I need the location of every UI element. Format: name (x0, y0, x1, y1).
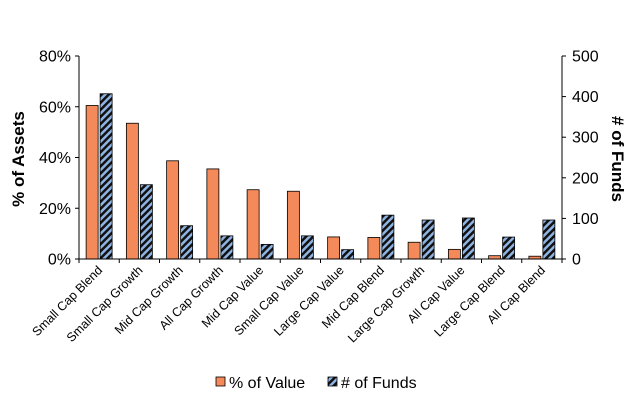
plot-area (85, 93, 556, 260)
bar-value (206, 168, 220, 260)
category-label: Small Cap Value (231, 263, 306, 338)
y2-tick-label: 300 (572, 130, 599, 147)
bar-value (246, 189, 260, 260)
category-label: Small Cap Blend (30, 263, 106, 339)
y2-tick-label: 400 (572, 89, 599, 106)
legend-label-funds: # of Funds (341, 375, 417, 392)
bar-funds (300, 235, 314, 260)
y2-tick-label: 100 (572, 211, 599, 228)
bar-value (85, 105, 99, 260)
category-label: Large Cap Value (271, 263, 347, 339)
y2-axis-title: # of Funds (608, 116, 627, 202)
bar-value (327, 236, 341, 260)
y-tick-label: 40% (39, 150, 71, 167)
bar-value (125, 122, 139, 260)
legend-swatch-value (215, 376, 226, 387)
bar-funds (220, 235, 234, 260)
bar-value (407, 241, 421, 260)
category-label: Small Cap Growth (64, 263, 146, 345)
y-tick-label: 60% (39, 99, 71, 116)
bar-funds (341, 249, 355, 260)
y2-tick-label: 0 (572, 252, 581, 269)
category-label: Mid Cap Growth (112, 263, 186, 337)
category-label: Large Cap Blend (432, 263, 508, 339)
bar-funds (99, 93, 113, 260)
bar-funds (381, 214, 395, 260)
legend-swatch-funds (327, 376, 338, 387)
bar-funds (180, 225, 194, 260)
y2-tick-label: 500 (572, 49, 599, 66)
bar-funds (139, 184, 153, 260)
y-axis-title: % of Assets (9, 111, 28, 207)
bar-value (447, 248, 461, 260)
bar-funds (502, 236, 516, 260)
legend-label-value: % of Value (229, 375, 305, 392)
y-tick-label: 80% (39, 49, 71, 66)
bar-funds (421, 219, 435, 260)
bar-value (286, 190, 300, 260)
bar-value (367, 237, 381, 260)
y2-tick-label: 200 (572, 170, 599, 187)
bar-value (166, 160, 180, 260)
category-label: Large Cap Growth (345, 263, 427, 345)
bar-funds (461, 217, 475, 260)
bar-funds (542, 219, 556, 260)
y-tick-label: 0% (48, 252, 71, 269)
y-tick-label: 20% (39, 201, 71, 218)
legend: % of Value # of Funds (215, 375, 417, 392)
bar-funds (260, 243, 274, 260)
axes: 0% 20% 40% 60% 80% 0 100 200 300 400 500 (39, 49, 599, 269)
